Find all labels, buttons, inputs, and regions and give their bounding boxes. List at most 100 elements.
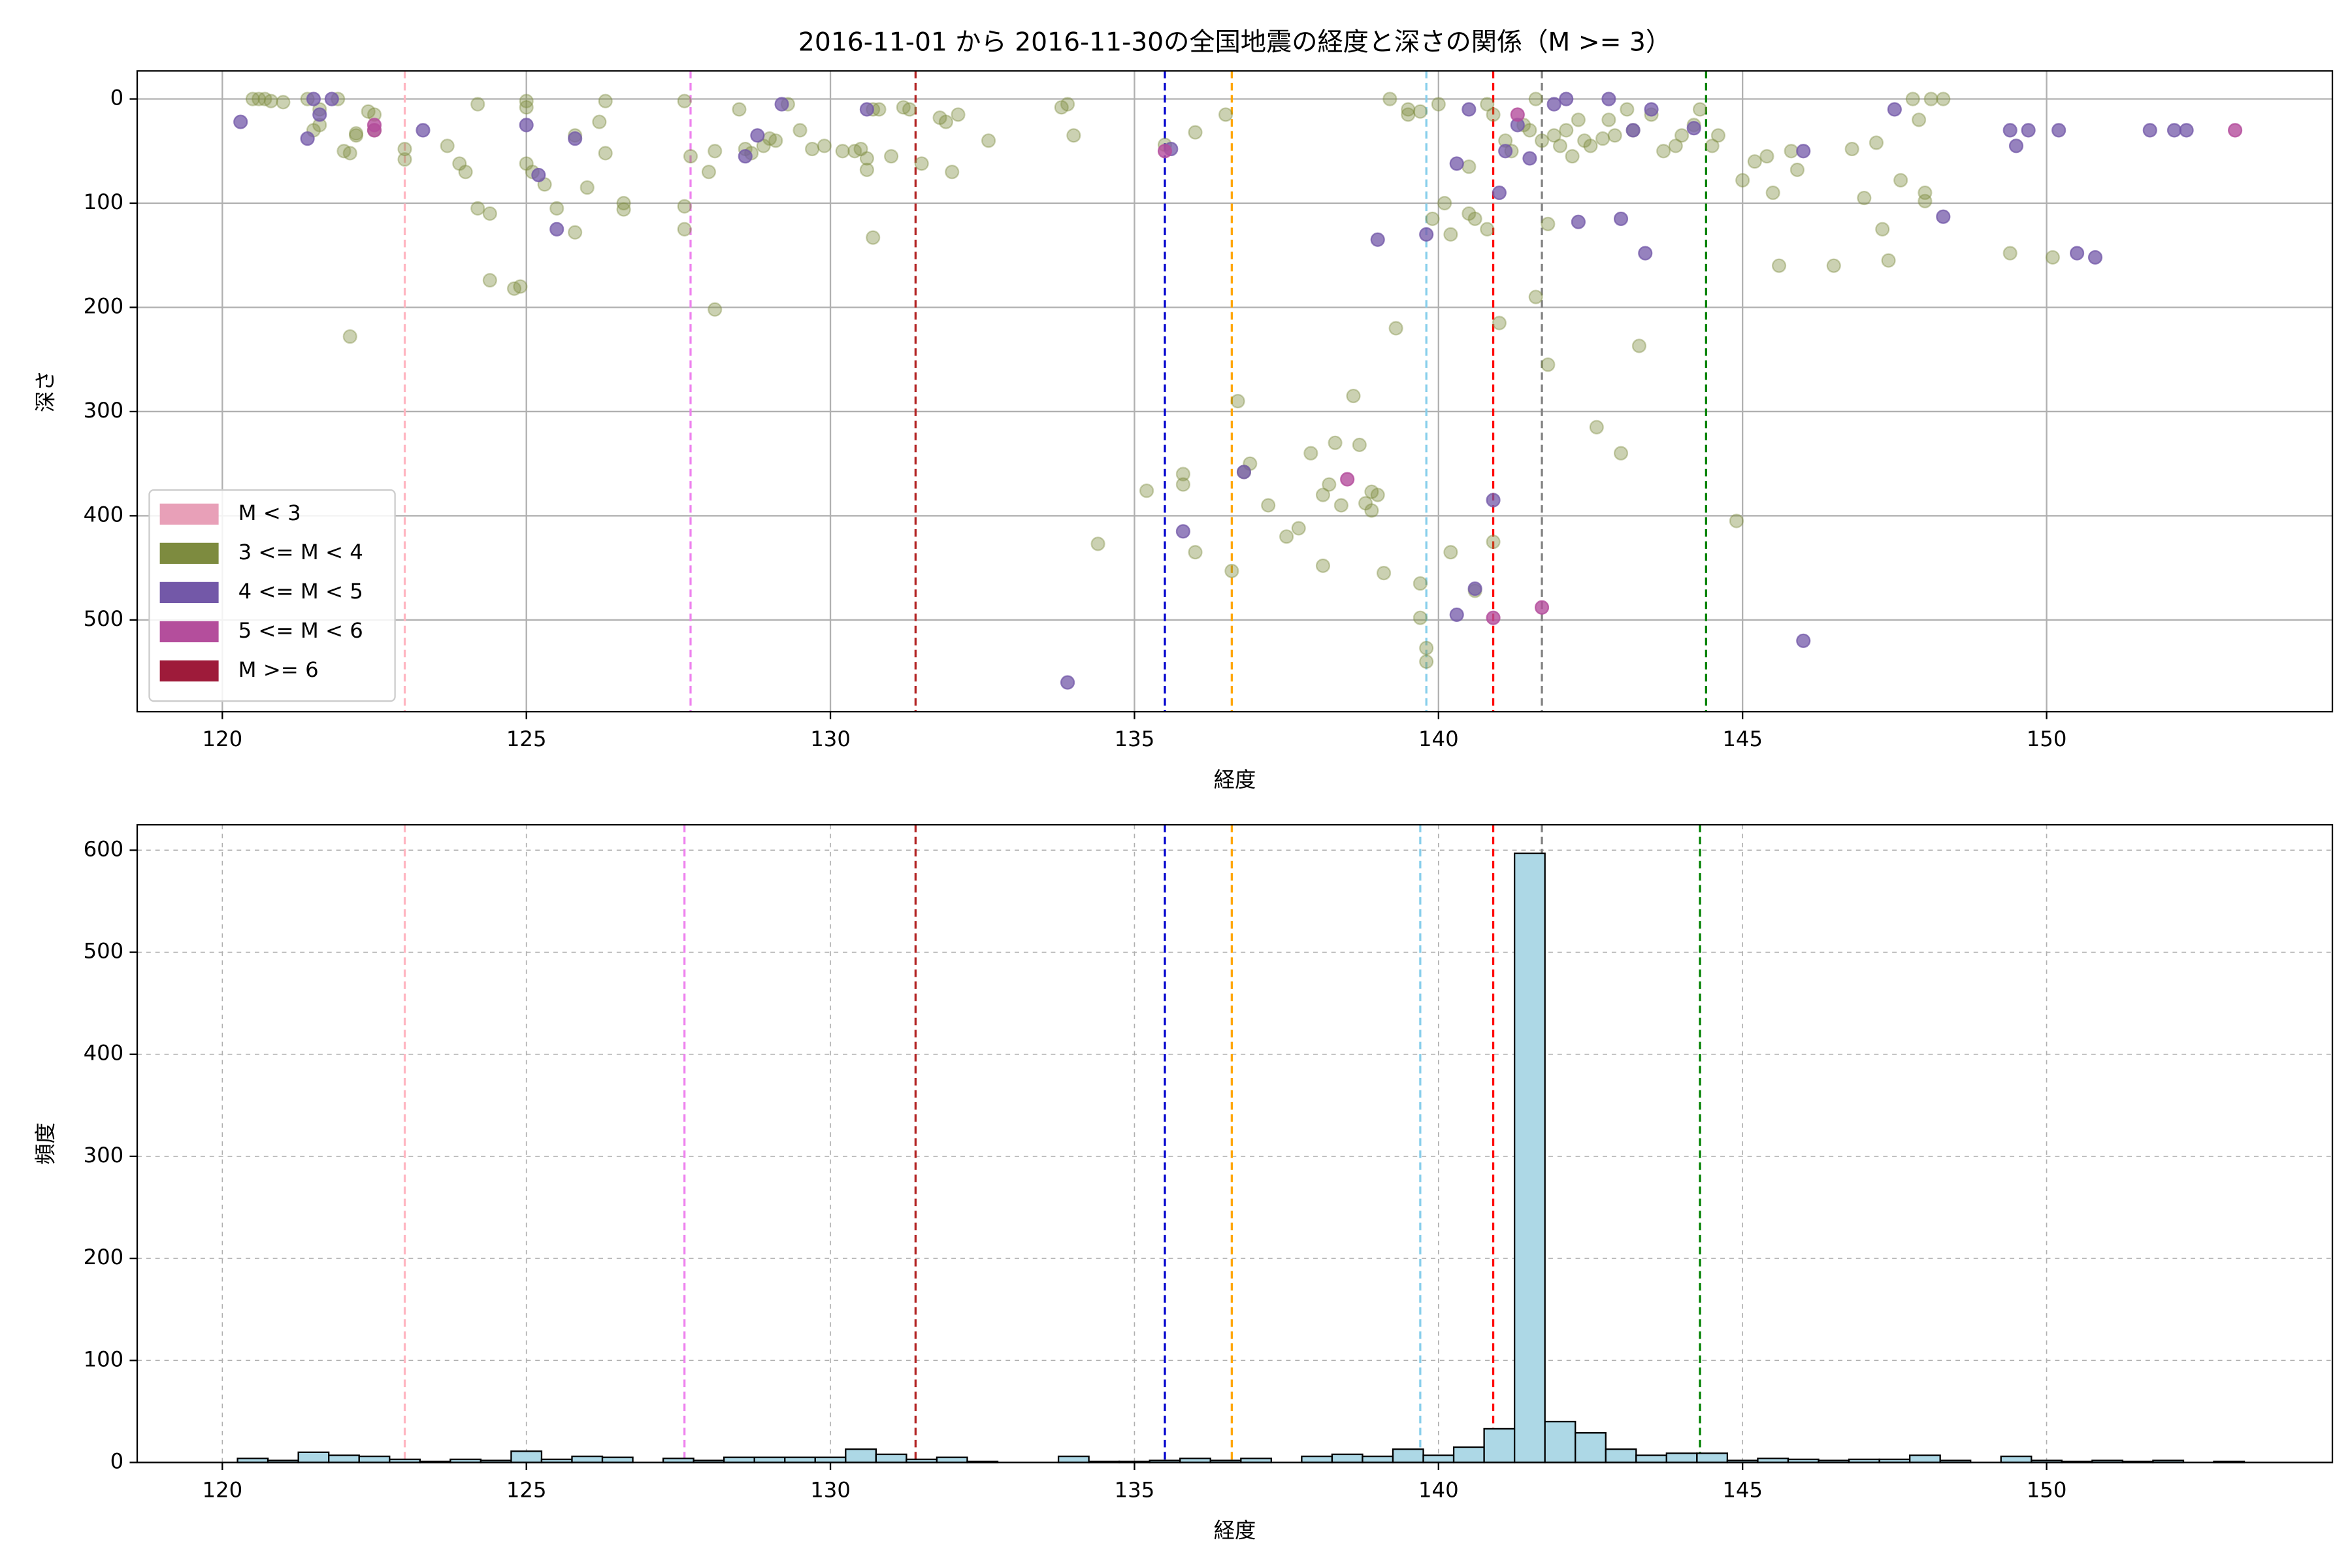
y-tick-label: 200	[84, 293, 124, 318]
scatter-point	[519, 93, 534, 108]
scatter-point	[1060, 97, 1075, 112]
scatter-point	[677, 93, 692, 108]
scatter-point	[245, 91, 260, 106]
histogram-bar	[784, 1456, 816, 1463]
scatter-point	[1918, 185, 1933, 201]
histogram-bar	[1908, 1454, 1941, 1463]
histogram-bar	[1483, 1428, 1516, 1463]
histogram-bar	[936, 1456, 968, 1463]
scatter-point	[2008, 139, 2024, 154]
scatter-point	[1595, 131, 1610, 146]
scatter-point	[616, 202, 631, 217]
scatter-point	[859, 102, 874, 117]
scatter-point	[1541, 216, 1556, 231]
scatter-point	[1528, 91, 1543, 106]
scatter-point	[1188, 125, 1203, 140]
scatter-point	[1090, 536, 1105, 551]
scatter-point	[2002, 246, 2017, 261]
scatter-point	[1710, 128, 1726, 143]
scatter-point	[1844, 141, 1859, 157]
histogram-bar	[571, 1455, 604, 1463]
scatter-point	[1528, 289, 1543, 304]
scatter-point	[1577, 133, 1592, 148]
scatter-point	[1601, 112, 1616, 127]
x-tick-label: 125	[506, 1477, 547, 1502]
scatter-point	[1315, 558, 1331, 574]
scatter-point	[1437, 195, 1452, 211]
x-axis-label: 経度	[1214, 1518, 1256, 1543]
scatter-point	[756, 139, 771, 154]
scatter-point	[1541, 357, 1556, 372]
plot-frame	[136, 70, 2334, 713]
scatter-point	[1565, 149, 1580, 164]
scatter-point	[519, 118, 534, 133]
scatter-point	[932, 110, 947, 125]
scatter-point	[1857, 190, 1872, 206]
scatter-point	[2142, 123, 2157, 138]
chart-title: 2016-11-01 から 2016-11-30の全国地震の経度と深さの関係（M…	[798, 27, 1671, 57]
scatter-point	[1401, 107, 1416, 122]
histogram-bar	[1362, 1455, 1394, 1463]
y-tick-label: 0	[110, 1448, 124, 1473]
scatter-point	[1175, 524, 1190, 539]
scatter-point	[2002, 123, 2017, 138]
histogram-bar	[1665, 1452, 1698, 1463]
scatter-point	[519, 100, 534, 115]
scatter-point	[549, 221, 564, 237]
scatter-point	[1346, 388, 1361, 404]
scatter-point	[768, 133, 783, 148]
scatter-point	[1382, 91, 1397, 106]
scatter-point	[348, 126, 364, 141]
scatter-point	[1175, 477, 1190, 492]
scatter-point	[859, 151, 874, 166]
scatter-point	[2051, 123, 2066, 138]
scatter-point	[1236, 465, 1252, 480]
scatter-point	[792, 123, 808, 138]
scatter-point	[872, 102, 887, 117]
legend-swatch	[159, 581, 219, 604]
scatter-point	[342, 329, 357, 344]
scatter-point	[1419, 227, 1434, 242]
histogram-bar	[358, 1455, 391, 1463]
scatter-point	[1912, 112, 1927, 127]
x-tick-label: 145	[1722, 727, 1763, 751]
scatter-point	[1729, 514, 1744, 529]
scatter-point	[853, 141, 868, 157]
y-tick-label: 500	[84, 606, 124, 631]
scatter-point	[2045, 250, 2060, 265]
scatter-point	[1620, 102, 1635, 117]
x-tick-label: 135	[1115, 727, 1155, 751]
histogram-bar	[510, 1450, 543, 1463]
scatter-point	[1480, 97, 1495, 112]
scatter-point	[859, 162, 874, 178]
scatter-point	[1546, 128, 1561, 143]
scatter-point	[2087, 250, 2103, 265]
histogram-bar	[1605, 1448, 1637, 1463]
x-tick-label: 135	[1115, 1477, 1155, 1502]
x-axis-label: 経度	[1214, 767, 1256, 792]
scatter-point	[2166, 123, 2182, 138]
scatter-point	[1376, 566, 1392, 581]
histogram-bar	[1301, 1455, 1333, 1463]
scatter-point	[1936, 209, 1951, 224]
scatter-point	[1486, 534, 1501, 549]
scatter-point	[1705, 139, 1720, 154]
scatter-point	[774, 97, 789, 112]
scatter-point	[1923, 91, 1938, 106]
x-tick-label: 145	[1722, 1477, 1763, 1502]
scatter-point	[416, 123, 431, 138]
scatter-point	[1279, 529, 1294, 544]
scatter-point	[257, 91, 272, 106]
scatter-point	[951, 107, 966, 122]
scatter-point	[1413, 576, 1428, 591]
scatter-point	[1546, 97, 1561, 112]
scatter-point	[1534, 133, 1550, 148]
scatter-point	[1571, 214, 1586, 229]
scatter-point	[531, 167, 546, 183]
scatter-point	[1486, 107, 1501, 122]
scatter-point	[1826, 258, 1841, 273]
x-tick-label: 120	[202, 727, 242, 751]
histogram-bar	[601, 1456, 634, 1463]
